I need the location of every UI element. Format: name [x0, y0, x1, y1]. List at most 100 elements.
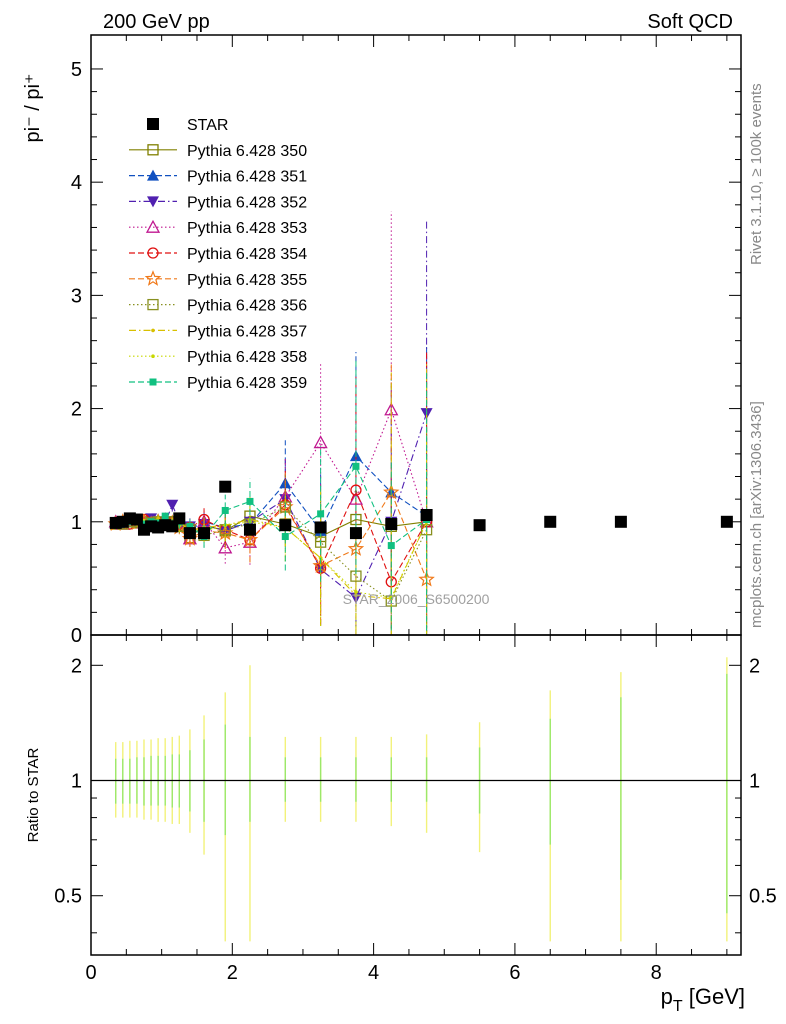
y-tick-label: 3	[71, 285, 82, 307]
x-axis-label-subscript: T	[673, 998, 683, 1015]
legend-marker	[144, 270, 162, 286]
x-tick-label: 6	[509, 962, 520, 984]
data-point	[243, 523, 256, 536]
y-tick-label: 5	[71, 59, 82, 81]
legend-item: Pythia 6.428 350	[129, 143, 307, 160]
legend-item: Pythia 6.428 358	[129, 349, 307, 366]
x-axis-label: pT [GeV]	[661, 984, 745, 1015]
legend-label: Pythia 6.428 357	[187, 323, 307, 340]
data-point	[614, 515, 627, 528]
legend-item: Pythia 6.428 355	[129, 270, 307, 289]
y-tick-label: 4	[71, 172, 82, 194]
legend-marker	[149, 378, 157, 386]
ratio-uncertainty-bands	[115, 657, 728, 942]
y-tick-label: 2	[71, 399, 82, 421]
data-point	[314, 521, 327, 534]
legend-label: Pythia 6.428 356	[187, 298, 307, 315]
data-point	[544, 515, 557, 528]
data-point	[317, 510, 325, 518]
data-point	[221, 506, 229, 514]
ratio-y-tick-label-left: 2	[71, 655, 82, 677]
data-point	[166, 499, 179, 511]
x-tick-label: 8	[651, 962, 662, 984]
y-tick-label: 0	[71, 625, 82, 647]
legend: STAR Pythia 6.428 350 Pythia 6.428 351 Pyth…	[129, 117, 307, 392]
legend-marker	[145, 219, 161, 233]
legend-label: Pythia 6.428 351	[187, 169, 307, 186]
main-axis-ticks	[90, 35, 741, 636]
legend-label: Pythia 6.428 359	[187, 375, 307, 392]
series-pythia-6-428-359	[112, 358, 431, 635]
legend-label: Pythia 6.428 353	[187, 220, 307, 237]
legend-item: Pythia 6.428 354	[129, 246, 307, 263]
legend-label: Pythia 6.428 355	[187, 272, 307, 289]
ratio-plot-frame	[90, 634, 742, 956]
legend-marker	[147, 247, 159, 259]
legend-marker	[147, 169, 159, 181]
x-tick-label: 2	[227, 962, 238, 984]
legend-label: Pythia 6.428 352	[187, 194, 307, 211]
data-point	[350, 484, 362, 496]
data-point	[173, 512, 186, 525]
data-point	[281, 533, 289, 541]
legend-label: Pythia 6.428 354	[187, 246, 307, 263]
main-series-layer	[107, 211, 733, 635]
legend-item: Pythia 6.428 353	[129, 219, 307, 237]
ratio-axis-ticks	[90, 635, 741, 955]
legend-marker	[147, 144, 159, 156]
ratio-y-tick-label-right: 1	[749, 771, 760, 793]
legend-item: Pythia 6.428 356	[129, 298, 307, 315]
data-point	[352, 462, 360, 470]
legend-item: Pythia 6.428 359	[129, 375, 307, 392]
data-point	[313, 435, 328, 449]
data-point	[186, 522, 194, 530]
ratio-y-tick-label-left: 0.5	[54, 886, 82, 908]
data-point	[473, 519, 486, 532]
legend-marker	[151, 328, 155, 333]
x-tick-label: 0	[85, 962, 96, 984]
legend-marker	[147, 298, 159, 311]
data-point	[349, 527, 362, 540]
x-tick-label: 4	[368, 962, 379, 984]
y-tick-label: 1	[71, 512, 82, 534]
header-right-label: Soft QCD	[647, 11, 733, 33]
legend-label: STAR	[187, 117, 228, 134]
ratio-y-tick-label-right: 2	[749, 655, 760, 677]
data-point	[387, 542, 395, 550]
legend-marker	[147, 118, 159, 130]
x-axis-label-p: p	[661, 984, 673, 1009]
legend-label: Pythia 6.428 350	[187, 143, 307, 160]
data-point	[183, 527, 196, 540]
mcplots-label: mcplots.cern.ch [arXiv:1306.3436]	[748, 401, 765, 628]
data-point	[279, 519, 292, 532]
series-line	[115, 491, 428, 580]
data-point	[219, 480, 232, 493]
ratio-y-tick-label-right: 0.5	[749, 886, 777, 908]
series-line	[115, 412, 428, 599]
data-point	[246, 497, 254, 505]
data-point	[130, 513, 143, 526]
legend-item: Pythia 6.428 351	[129, 169, 307, 186]
legend-marker	[151, 354, 155, 359]
series-line	[115, 465, 427, 547]
legend-label: Pythia 6.428 358	[187, 349, 307, 366]
header-left-label: 200 GeV pp	[103, 11, 210, 33]
series-star	[109, 480, 733, 540]
data-point	[385, 518, 398, 531]
legend-item: Pythia 6.428 352	[129, 194, 307, 211]
series-pythia-6-428-356	[110, 427, 433, 635]
legend-item: STAR	[147, 117, 228, 134]
legend-item: Pythia 6.428 357	[129, 323, 307, 340]
main-y-axis-label: pi⁻ / pi⁺	[22, 74, 44, 143]
series-line	[115, 488, 428, 584]
x-axis-label-unit: [GeV]	[683, 984, 745, 1009]
data-point	[354, 590, 358, 594]
tick-labels: 0 1 2 3 4 5 0.5 0.5 1 1 2 2 0 2 4 6 8	[54, 59, 777, 984]
data-point	[420, 509, 433, 521]
rivet-version-label: Rivet 3.1.10, ≥ 100k events	[748, 83, 765, 265]
ratio-y-tick-label-left: 1	[71, 771, 82, 793]
data-point	[156, 516, 160, 521]
analysis-watermark: STAR_2006_S6500200	[343, 591, 490, 607]
ratio-y-axis-label: Ratio to STAR	[25, 747, 42, 842]
